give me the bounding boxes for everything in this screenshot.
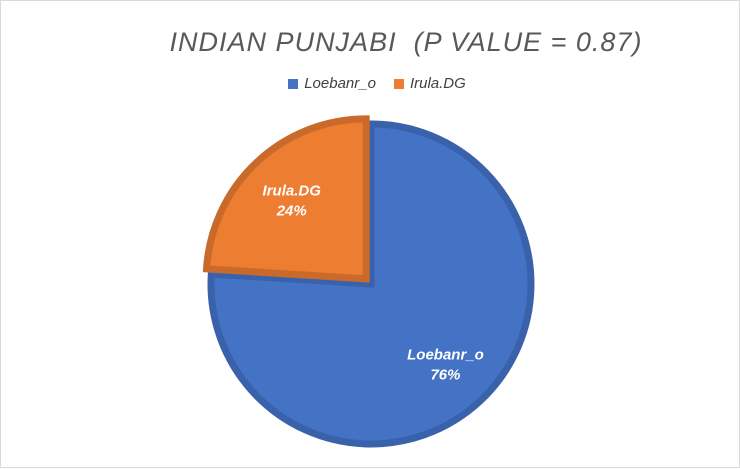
chart-title: INDIAN PUNJABI (P VALUE = 0.87)	[169, 27, 643, 57]
pie-slice-irula	[202, 115, 370, 283]
slice-category-label-irula: Irula.DG	[263, 183, 322, 200]
legend-label-irula: Irula.DG	[409, 75, 466, 92]
slice-category-label-loebanr: Loebanr_o	[407, 346, 484, 363]
legend-swatch-irula	[393, 78, 404, 89]
legend-item-loebanr: Loebanr_o	[288, 75, 376, 92]
legend-item-irula: Irula.DG	[393, 75, 466, 92]
legend-swatch-loebanr	[288, 78, 299, 89]
slice-percent-label-loebanr: 76%	[430, 366, 460, 383]
pie-slice-loebanr	[207, 120, 535, 448]
slice-percent-label-irula: 24%	[276, 203, 307, 220]
chart-legend: Loebanr_o Irula.DG	[1, 75, 740, 92]
legend-label-loebanr: Loebanr_o	[304, 75, 376, 92]
